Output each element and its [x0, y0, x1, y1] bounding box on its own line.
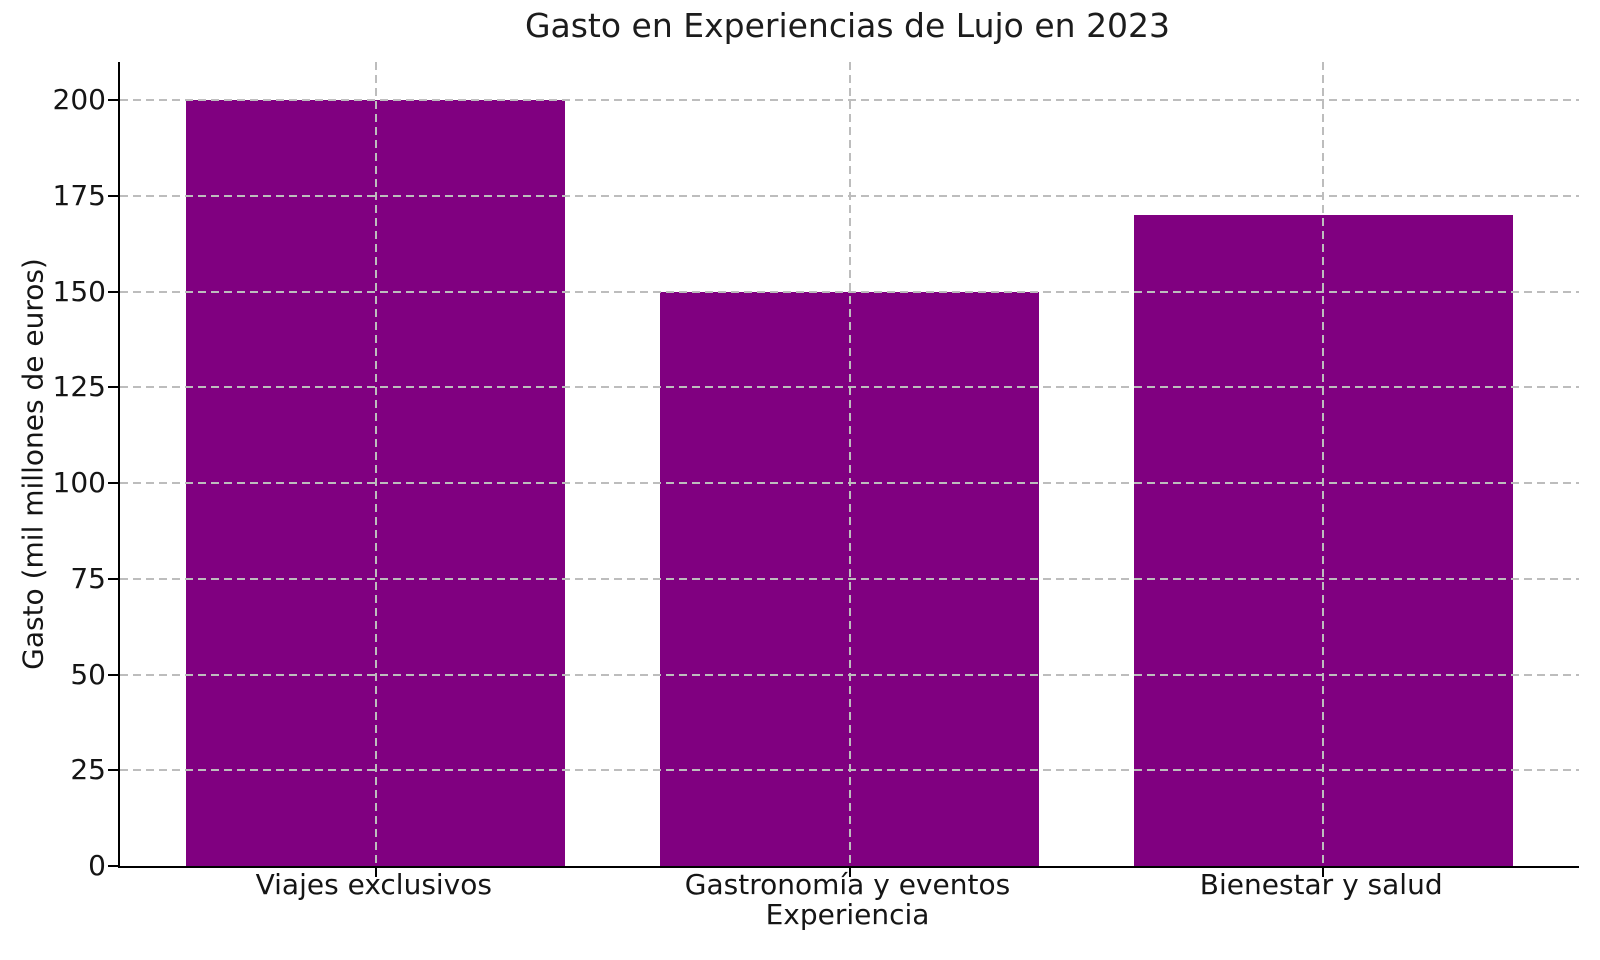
y-tick-label: 75 — [70, 561, 106, 595]
x-gridline — [374, 62, 377, 866]
y-tick — [108, 99, 118, 102]
x-gridline — [1322, 62, 1325, 866]
x-axis-label: Experiencia — [765, 898, 930, 931]
x-tick — [1322, 866, 1325, 877]
y-tick-label: 175 — [52, 179, 106, 212]
plot-area — [108, 62, 1579, 877]
y-tick-label: 200 — [52, 83, 106, 117]
y-tick-label: 25 — [70, 753, 106, 787]
x-tick — [374, 866, 377, 877]
y-tick — [108, 195, 118, 197]
x-tick-label: Gastronomía y eventos — [684, 868, 1011, 901]
y-tick-label: 100 — [52, 466, 106, 500]
chart-title: Gasto en Experiencias de Lujo en 2023 — [524, 6, 1171, 45]
y-tick-label: 0 — [88, 849, 106, 882]
x-tick-label: Viajes exclusivos — [255, 868, 492, 901]
x-gridline — [848, 62, 851, 866]
y-tick — [108, 673, 118, 676]
y-tick — [108, 769, 118, 772]
y-tick — [108, 386, 118, 389]
y-axis-label: Gasto (mil millones de euros) — [16, 258, 50, 670]
y-tick-label: 150 — [52, 274, 106, 308]
y-tick — [108, 290, 118, 293]
y-tick-label: 125 — [52, 370, 106, 404]
x-tick-label: Bienestar y salud — [1199, 868, 1443, 901]
y-tick — [108, 577, 118, 580]
x-tick — [848, 866, 851, 877]
y-tick — [108, 482, 118, 485]
y-tick-label: 50 — [70, 657, 106, 691]
y-tick — [108, 865, 118, 867]
